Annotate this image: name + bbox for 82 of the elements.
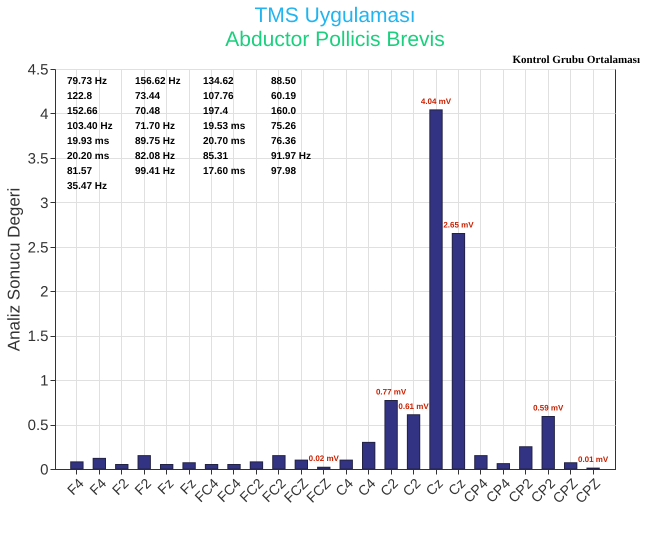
annotation: 17.60 ms xyxy=(203,166,246,177)
y-tick-label: 4.5 xyxy=(28,62,48,78)
data-label: 0.01 mV xyxy=(578,455,609,464)
annotation: 20.70 ms xyxy=(203,136,246,147)
annotation: 88.50 xyxy=(271,76,296,87)
bar xyxy=(204,464,218,470)
x-tick-label: C2 xyxy=(377,474,402,500)
y-axis-title: Analiz Sonucu Degeri xyxy=(4,188,24,352)
annotation: 103.40 Hz xyxy=(67,121,113,132)
annotation: 60.19 xyxy=(271,91,296,102)
text: Kontrol Grubu Ortalaması xyxy=(512,54,640,66)
y-tick-label: 2.5 xyxy=(28,239,48,256)
annotation: 152.66 xyxy=(67,106,98,117)
x-tick-label: C2 xyxy=(399,474,424,500)
x-tick-label: F4 xyxy=(86,474,110,498)
bar xyxy=(70,461,84,470)
data-label: 4.04 mV xyxy=(420,96,452,106)
bar xyxy=(160,464,174,470)
y-tick-label: 0 xyxy=(40,462,48,478)
y-tick-label: 1.5 xyxy=(28,328,48,346)
annotation: 81.57 xyxy=(67,166,92,177)
y-tick-label: 3 xyxy=(40,194,48,212)
bar xyxy=(384,400,398,470)
bar xyxy=(182,462,196,470)
chart-title: TMS Uygulaması xyxy=(254,4,416,27)
data-label: 0.77 mV xyxy=(376,388,407,397)
bar xyxy=(340,460,353,470)
bar xyxy=(452,232,466,470)
annotation: 85.31 xyxy=(203,151,228,162)
annotation: 70.48 xyxy=(135,106,160,117)
x-tick-label: Fz xyxy=(154,475,177,498)
y-tick-label: 3.5 xyxy=(28,150,48,168)
x-tick-label: F2 xyxy=(131,474,154,498)
annotation: 99.41 Hz xyxy=(135,166,176,177)
bar xyxy=(227,464,241,470)
annotation: 75.26 xyxy=(271,121,296,132)
annotation: 35.47 Hz xyxy=(67,181,108,192)
y-tick-label: 1 xyxy=(40,372,48,390)
annotation: 76.36 xyxy=(271,136,296,147)
bar xyxy=(250,461,264,470)
bar xyxy=(542,416,555,470)
bar xyxy=(496,463,510,470)
data-label: 2.65 mV xyxy=(443,220,474,230)
annotation: 160.0 xyxy=(271,106,296,117)
bar xyxy=(406,414,420,470)
chart-subtitle: Abductor Pollicis Brevis xyxy=(225,28,445,51)
x-tick-label: C4 xyxy=(332,474,356,500)
x-tick-label: Cz xyxy=(422,475,446,499)
annotation: 19.93 ms xyxy=(67,136,110,147)
y-tick-label: 2 xyxy=(40,284,48,301)
annotation: 107.76 xyxy=(203,91,234,102)
bar xyxy=(519,446,532,470)
annotation: 91.97 Hz xyxy=(271,151,312,162)
annotation: 73.44 xyxy=(135,91,160,102)
data-label: 0.61 mV xyxy=(398,402,430,411)
annotation: 122.8 xyxy=(67,91,92,102)
bar xyxy=(272,455,286,470)
annotation: 134.62 xyxy=(203,76,234,87)
data-label: 0.02 mV xyxy=(308,454,340,464)
x-tick-label: F4 xyxy=(64,474,87,498)
annotation: 82.08 Hz xyxy=(135,151,176,162)
annotation: 97.98 xyxy=(271,166,296,177)
bar xyxy=(92,458,106,470)
y-tick-label: 0.5 xyxy=(28,417,48,434)
bar xyxy=(362,442,376,470)
annotation: 71.70 Hz xyxy=(135,121,176,132)
data-label: 0.59 mV xyxy=(533,404,564,413)
bar xyxy=(138,455,151,470)
annotation: 20.20 ms xyxy=(67,151,110,162)
annotation: 197.4 xyxy=(203,106,228,117)
bar xyxy=(564,462,578,470)
annotation: 79.73 Hz xyxy=(67,76,108,87)
y-tick-label: 4 xyxy=(40,106,48,123)
bar xyxy=(474,455,488,470)
x-tick-label: C4 xyxy=(354,474,379,500)
annotation: 89.75 Hz xyxy=(135,136,176,147)
annotation: 19.53 ms xyxy=(203,121,246,132)
x-tick-label: F2 xyxy=(108,474,132,498)
bar xyxy=(294,460,308,470)
bar xyxy=(115,464,128,470)
bar xyxy=(429,109,443,470)
annotation: 156.62 Hz xyxy=(135,76,181,87)
